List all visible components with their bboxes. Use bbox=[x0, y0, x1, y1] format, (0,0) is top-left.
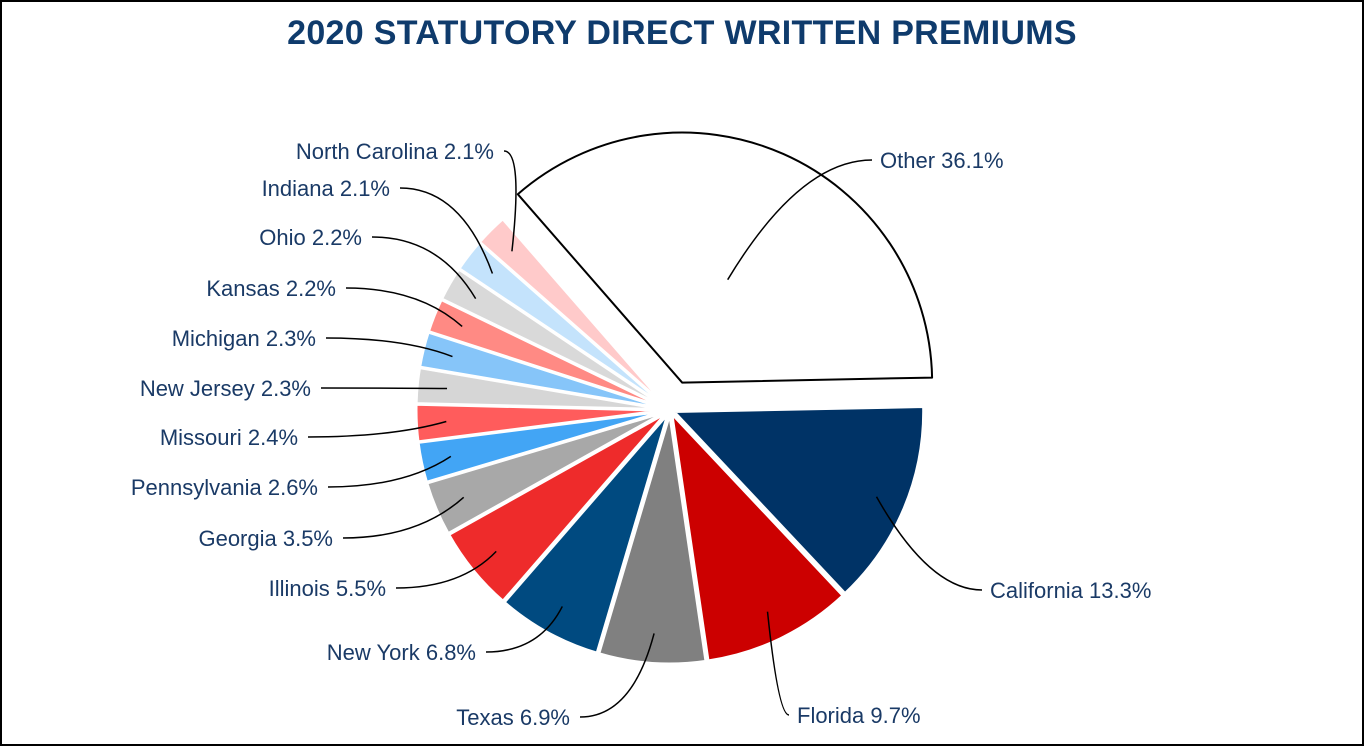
data-label-georgia: Georgia 3.5% bbox=[198, 526, 333, 551]
data-label-new-york: New York 6.8% bbox=[327, 640, 476, 665]
leader-line-new-york bbox=[485, 606, 563, 653]
data-label-new-jersey: New Jersey 2.3% bbox=[140, 376, 311, 401]
leader-line-ohio bbox=[371, 236, 477, 300]
slice-north-carolina bbox=[477, 217, 669, 409]
leader-line-other bbox=[727, 159, 873, 281]
leader-line-texas bbox=[579, 633, 655, 718]
data-label-missouri: Missouri 2.4% bbox=[160, 425, 298, 450]
leader-line-michigan bbox=[325, 337, 453, 358]
leader-line-georgia bbox=[342, 496, 465, 539]
chart-title: 2020 STATUTORY DIRECT WRITTEN PREMIUMS bbox=[287, 14, 1077, 52]
data-label-north-carolina: North Carolina 2.1% bbox=[296, 139, 494, 164]
leader-line-kansas bbox=[345, 287, 463, 328]
slice-new-york bbox=[502, 412, 670, 655]
pie-slices bbox=[414, 131, 934, 666]
leader-line-florida bbox=[766, 611, 790, 716]
data-label-ohio: Ohio 2.2% bbox=[259, 225, 362, 250]
data-label-michigan: Michigan 2.3% bbox=[172, 326, 316, 351]
slice-texas bbox=[597, 412, 708, 666]
leader-line-illinois bbox=[395, 550, 497, 589]
data-labels: California 13.3% Florida 9.7% Texas 6.9% Ne… bbox=[131, 139, 1152, 730]
data-label-florida: Florida 9.7% bbox=[797, 703, 921, 728]
slice-florida bbox=[670, 412, 845, 663]
slice-california bbox=[672, 405, 926, 596]
leader-line-north-carolina bbox=[503, 150, 517, 252]
data-label-kansas: Kansas 2.2% bbox=[206, 276, 336, 301]
leader-line-california bbox=[875, 496, 983, 591]
leader-line-pennsylvania bbox=[327, 455, 452, 488]
data-label-texas: Texas 6.9% bbox=[456, 705, 570, 730]
leader-line-indiana bbox=[399, 187, 494, 274]
slice-other bbox=[516, 131, 934, 384]
data-label-illinois: Illinois 5.5% bbox=[269, 576, 386, 601]
data-label-pennsylvania: Pennsylvania 2.6% bbox=[131, 475, 318, 500]
data-label-california: California 13.3% bbox=[990, 578, 1151, 603]
data-label-other: Other 36.1% bbox=[880, 148, 1004, 173]
data-label-indiana: Indiana 2.1% bbox=[262, 176, 390, 201]
leader-line-missouri bbox=[307, 420, 447, 438]
leader-lines bbox=[307, 150, 983, 718]
